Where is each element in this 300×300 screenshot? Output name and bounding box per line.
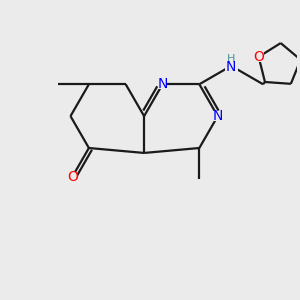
Text: N: N [226, 60, 236, 74]
Text: O: O [67, 170, 78, 184]
Bar [254, 52, 264, 62]
Bar [225, 58, 238, 73]
Text: N: N [157, 77, 168, 91]
Text: O: O [253, 50, 264, 64]
Bar [213, 111, 222, 121]
Bar [67, 172, 77, 182]
Text: N: N [212, 109, 223, 123]
Bar [158, 80, 167, 89]
Text: H: H [227, 54, 236, 64]
